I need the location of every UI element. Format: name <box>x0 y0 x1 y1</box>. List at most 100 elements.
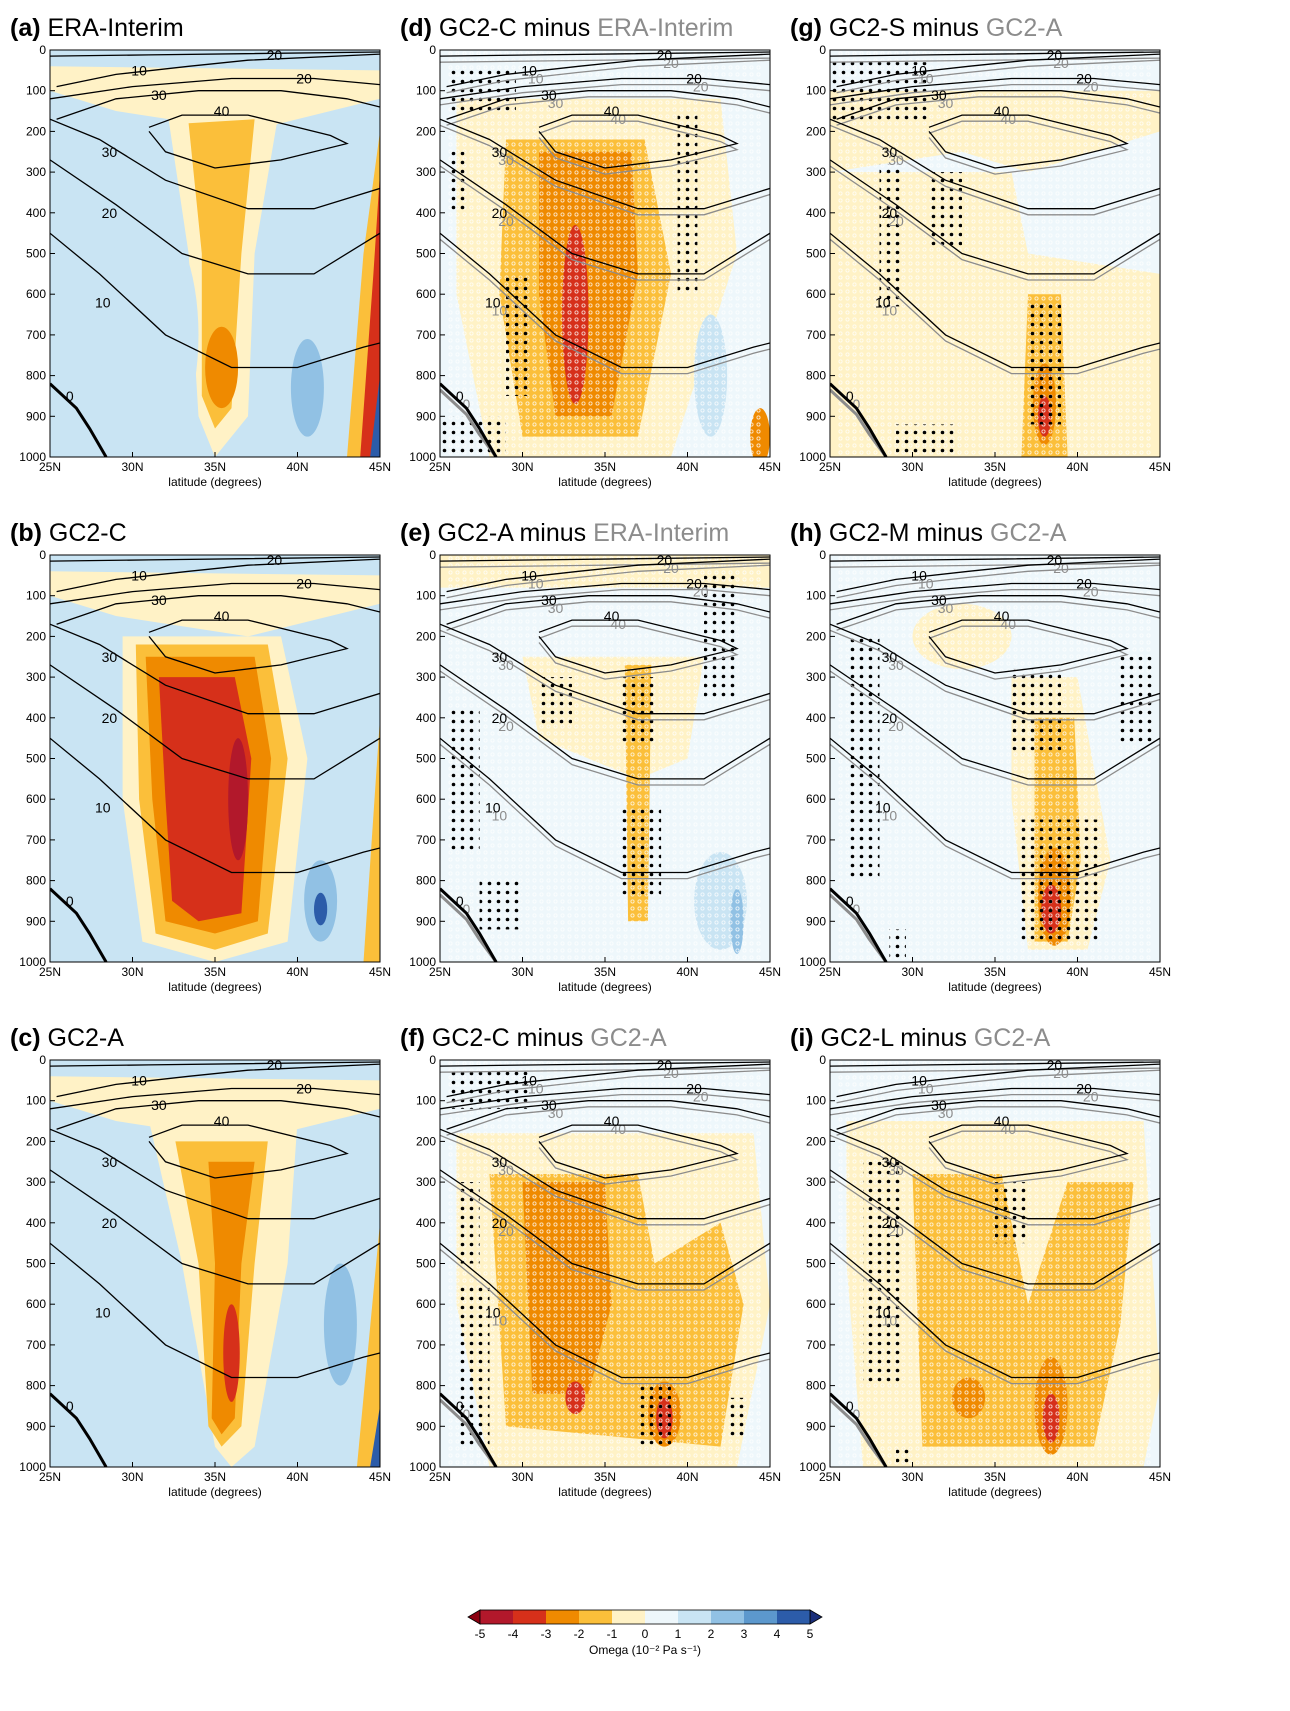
contour-label: 0 <box>853 901 861 917</box>
y-tick-label: 700 <box>806 833 826 847</box>
contour-label: 30 <box>498 1162 514 1178</box>
contour-label: 30 <box>882 144 898 160</box>
contour-label: 10 <box>528 575 544 591</box>
wind-contour <box>56 53 380 88</box>
y-tick-label: 600 <box>416 792 436 806</box>
wind-contour <box>440 556 770 562</box>
contour-label: 30 <box>498 152 514 168</box>
colorbar-extend-high <box>809 1609 823 1625</box>
x-tick-label: 25N <box>39 1470 61 1484</box>
x-axis-label: latitude (degrees) <box>948 475 1041 489</box>
contour-label: 30 <box>938 600 954 616</box>
y-tick-label: 700 <box>416 328 436 342</box>
contour-label: 0 <box>846 893 854 909</box>
stippling-white <box>446 1060 764 1467</box>
contour-label: 10 <box>528 70 544 86</box>
panel-title-main: GC2-C minus <box>432 14 597 42</box>
y-tick-label: 500 <box>806 247 826 261</box>
x-tick-label: 40N <box>676 965 698 979</box>
y-tick-label: 700 <box>26 328 46 342</box>
wind-contour <box>830 1061 1160 1067</box>
colorbar-segment <box>678 1610 711 1624</box>
y-tick-label: 300 <box>416 1175 436 1189</box>
x-tick-label: 25N <box>819 1470 841 1484</box>
colorbar-frame <box>479 1609 811 1625</box>
y-tick-label: 500 <box>416 752 436 766</box>
contour-label: 10 <box>882 302 898 318</box>
y-tick-label: 900 <box>806 409 826 423</box>
y-tick-label: 100 <box>416 589 436 603</box>
contour-label: 10 <box>492 1312 508 1328</box>
y-tick-label: 400 <box>26 711 46 725</box>
reference-contour <box>830 1067 1160 1073</box>
x-tick-label: 25N <box>819 460 841 474</box>
stippling-black <box>896 1446 913 1467</box>
reference-contour <box>836 59 1160 94</box>
contour-label: 30 <box>938 95 954 111</box>
reference-contour <box>830 562 1160 568</box>
panel-a: 2010203040302010001002003004005006007008… <box>10 14 391 489</box>
contour-label: 40 <box>994 103 1010 119</box>
x-tick-label: 45N <box>759 460 781 474</box>
contour-label: 20 <box>102 710 118 726</box>
x-tick-label: 40N <box>676 1470 698 1484</box>
stippling-black <box>896 424 956 457</box>
wind-contour <box>50 556 380 562</box>
x-tick-label: 30N <box>511 460 533 474</box>
wind-contour <box>830 382 888 457</box>
x-tick-label: 45N <box>369 965 391 979</box>
reference-contour <box>830 1398 888 1467</box>
contour-label: 30 <box>492 1154 508 1170</box>
omega-shading <box>50 1076 380 1142</box>
panel-letter: (e) <box>400 519 431 547</box>
contour-label: 20 <box>1083 1089 1099 1105</box>
colorbar-segment <box>546 1610 579 1624</box>
x-tick-label: 45N <box>759 1470 781 1484</box>
contour-label: 10 <box>492 807 508 823</box>
y-tick-label: 200 <box>806 124 826 138</box>
panel-title: (h) GC2-M minus GC2-A <box>790 519 1067 547</box>
y-tick-label: 600 <box>416 1297 436 1311</box>
contour-label: 20 <box>686 1080 702 1096</box>
y-tick-label: 200 <box>416 1134 436 1148</box>
reference-contour <box>440 1175 770 1291</box>
contour-label: 20 <box>657 1057 673 1073</box>
plot-area: 20 10 20 30 40 30 20 10 0 <box>50 50 380 457</box>
x-tick-label: 45N <box>1149 1470 1171 1484</box>
stippling-black <box>456 1182 480 1264</box>
omega-shading <box>370 375 380 457</box>
stippling-black <box>621 677 655 747</box>
colorbar-tick-label: -1 <box>607 1627 618 1641</box>
y-tick-label: 100 <box>806 589 826 603</box>
reference-contour <box>440 893 498 962</box>
wind-contour <box>830 1128 1160 1220</box>
y-tick-label: 1000 <box>799 450 826 464</box>
contour-label: 20 <box>492 1215 508 1231</box>
contour-label: 30 <box>548 1105 564 1121</box>
panel-title-main: GC2-A <box>41 1024 125 1052</box>
y-tick-label: 500 <box>416 1257 436 1271</box>
contour-label: 10 <box>131 567 147 583</box>
wind-contour <box>446 90 770 120</box>
x-tick-label: 40N <box>676 460 698 474</box>
contour-label: 30 <box>888 1162 904 1178</box>
contour-label: 40 <box>994 1113 1010 1129</box>
y-tick-label: 900 <box>26 1419 46 1433</box>
wind-contour <box>440 51 770 57</box>
reference-contour <box>440 83 770 106</box>
wind-contour <box>928 1124 1129 1179</box>
x-tick-label: 35N <box>984 460 1006 474</box>
x-tick-label: 25N <box>429 1470 451 1484</box>
contour-label: 20 <box>1047 47 1063 63</box>
contour-label: 20 <box>657 552 673 568</box>
contour-label: 0 <box>456 388 464 404</box>
wind-contour <box>830 1087 1160 1110</box>
contour-label: 20 <box>693 79 709 95</box>
contour-label: 30 <box>102 144 118 160</box>
wind-contour <box>830 118 1160 210</box>
y-tick-label: 400 <box>26 206 46 220</box>
panel-letter: (i) <box>790 1024 814 1052</box>
y-tick-label: 100 <box>416 1094 436 1108</box>
y-tick-label: 1000 <box>409 955 436 969</box>
contour-label: 20 <box>498 718 514 734</box>
